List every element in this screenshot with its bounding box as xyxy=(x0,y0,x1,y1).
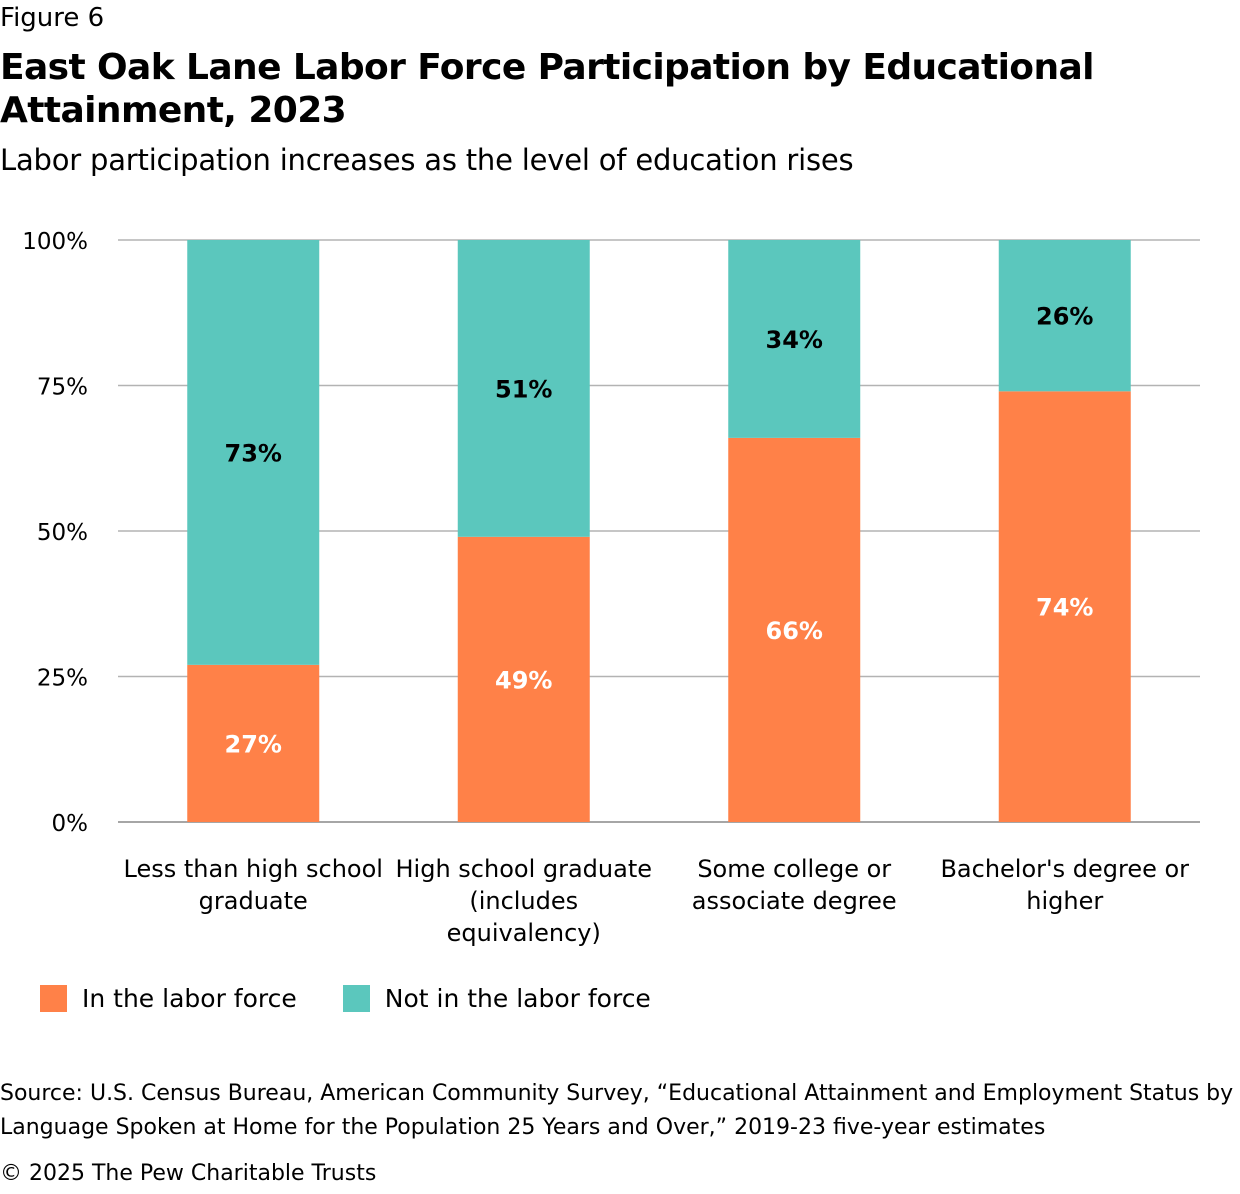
y-tick-label: 100% xyxy=(22,229,88,255)
source-note: Source: U.S. Census Bureau, American Com… xyxy=(0,1081,1234,1140)
figure-label: Figure 6 xyxy=(0,3,105,33)
legend-swatch-not-in-labor-force xyxy=(342,985,370,1012)
bar-in-labor-force xyxy=(187,664,320,822)
data-label: 74% xyxy=(1036,594,1093,622)
y-tick-label: 0% xyxy=(52,811,89,837)
y-tick-label: 50% xyxy=(37,520,88,546)
x-category-label: (includes xyxy=(469,887,578,915)
bar-not-in-labor-force xyxy=(187,240,320,665)
bar-in-labor-force xyxy=(457,536,590,822)
legend-label-in-labor-force: In the labor force xyxy=(82,984,297,1013)
x-category-label: higher xyxy=(1026,887,1103,915)
data-label: 27% xyxy=(225,730,282,758)
x-category-label: Less than high school xyxy=(124,855,383,883)
x-category-label: associate degree xyxy=(692,887,897,915)
bar-in-labor-force xyxy=(998,391,1131,822)
chart-title: East Oak Lane Labor Force Participation … xyxy=(0,47,1095,131)
y-tick-label: 25% xyxy=(37,666,88,692)
data-label: 73% xyxy=(225,439,282,467)
data-label: 66% xyxy=(766,617,823,645)
data-label: 26% xyxy=(1036,303,1093,331)
bar-not-in-labor-force xyxy=(728,240,861,438)
data-label: 34% xyxy=(766,326,823,354)
bar-not-in-labor-force xyxy=(998,240,1131,392)
x-category-label: graduate xyxy=(199,887,308,915)
copyright: © 2025 The Pew Charitable Trusts xyxy=(0,1161,377,1186)
stacked-bar-chart: 0% 25% 50% 75% 100% 27% 73% Less than high scho… xyxy=(22,229,1200,947)
x-category-label: High school graduate xyxy=(396,855,653,883)
legend-label-not-in-labor-force: Not in the labor force xyxy=(384,984,651,1013)
data-label: 51% xyxy=(495,375,552,403)
bar-not-in-labor-force xyxy=(457,240,590,537)
x-category-label: equivalency) xyxy=(447,919,601,947)
bar-in-labor-force xyxy=(728,437,861,822)
legend-item-in-labor-force: In the labor force xyxy=(40,984,297,1013)
x-category-label: Some college or xyxy=(697,855,891,883)
legend-swatch-in-labor-force xyxy=(40,985,67,1012)
chart-subtitle: Labor participation increases as the lev… xyxy=(0,143,854,177)
y-tick-label: 75% xyxy=(37,375,88,401)
x-category-label: Bachelor's degree or xyxy=(940,855,1189,883)
legend-item-not-in-labor-force: Not in the labor force xyxy=(342,984,651,1013)
legend: In the labor force Not in the labor forc… xyxy=(40,984,697,1013)
data-label: 49% xyxy=(495,666,552,694)
